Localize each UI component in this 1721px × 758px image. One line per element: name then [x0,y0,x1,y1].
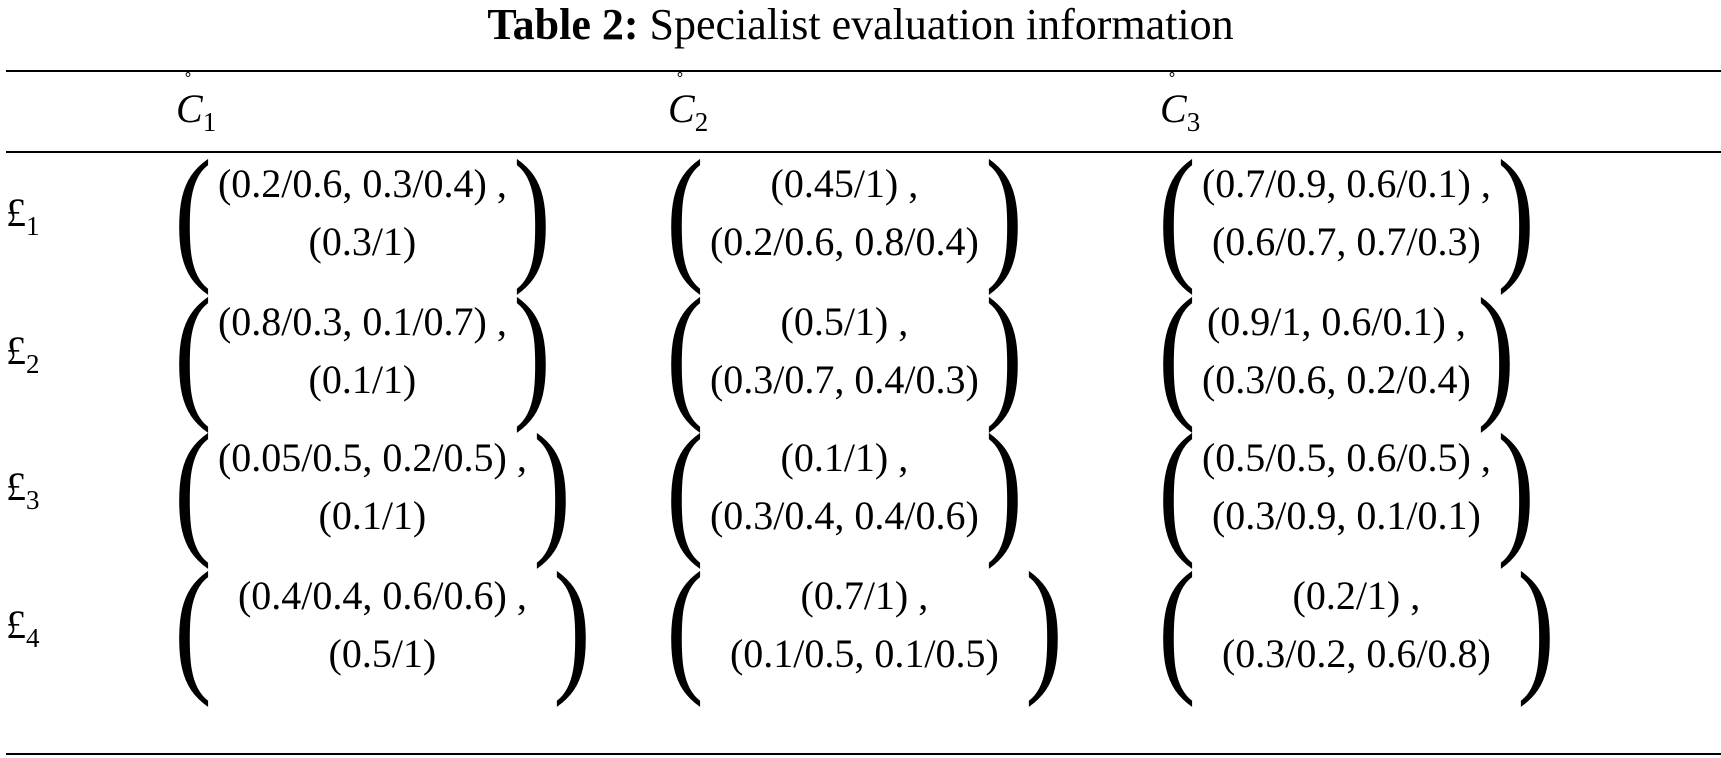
table-cell: ((0.2/1) , (0.3/0.2, 0.6/0.8)) [1158,542,1555,708]
table-cell: ((0.45/1) , (0.2/0.6, 0.8/0.4)) [666,130,1023,296]
column-header-c3: ˚ C3 [1160,70,1201,137]
table-cell: ((0.7/0.9, 0.6/0.1) , (0.6/0.7, 0.7/0.3)) [1158,130,1535,296]
table-cell: ((0.4/0.4, 0.6/0.6) , (0.5/1)) [174,542,591,708]
row-header-3: £3 [6,464,40,515]
table-cell: ((0.9/1, 0.6/0.1) , (0.3/0.6, 0.2/0.4)) [1158,268,1515,434]
row-header-4: £4 [6,602,40,653]
row-header-2: £2 [6,328,40,379]
table-cell: ((0.7/1) , (0.1/0.5, 0.1/0.5)) [666,542,1063,708]
caption-text: Specialist evaluation information [649,0,1234,49]
table-caption: Table 2: Specialist evaluation informati… [0,0,1721,50]
caption-label: Table 2: [487,0,639,49]
column-header-c2: ˚ C2 [668,70,709,137]
header-rule [6,151,1721,153]
table-cell: ((0.5/1) , (0.3/0.7, 0.4/0.3)) [666,268,1023,434]
table-cell: ((0.8/0.3, 0.1/0.7) , (0.1/1)) [174,268,551,434]
table-cell: ((0.2/0.6, 0.3/0.4) , (0.3/1)) [174,130,551,296]
top-rule [6,70,1721,72]
table-cell: ((0.05/0.5, 0.2/0.5) , (0.1/1)) [174,404,571,570]
table-cell: ((0.1/1) , (0.3/0.4, 0.4/0.6)) [666,404,1023,570]
row-header-1: £1 [6,190,40,241]
table-cell: ((0.5/0.5, 0.6/0.5) , (0.3/0.9, 0.1/0.1)) [1158,404,1535,570]
bottom-rule [6,753,1721,755]
column-header-c1: ˚ C1 [176,70,217,137]
